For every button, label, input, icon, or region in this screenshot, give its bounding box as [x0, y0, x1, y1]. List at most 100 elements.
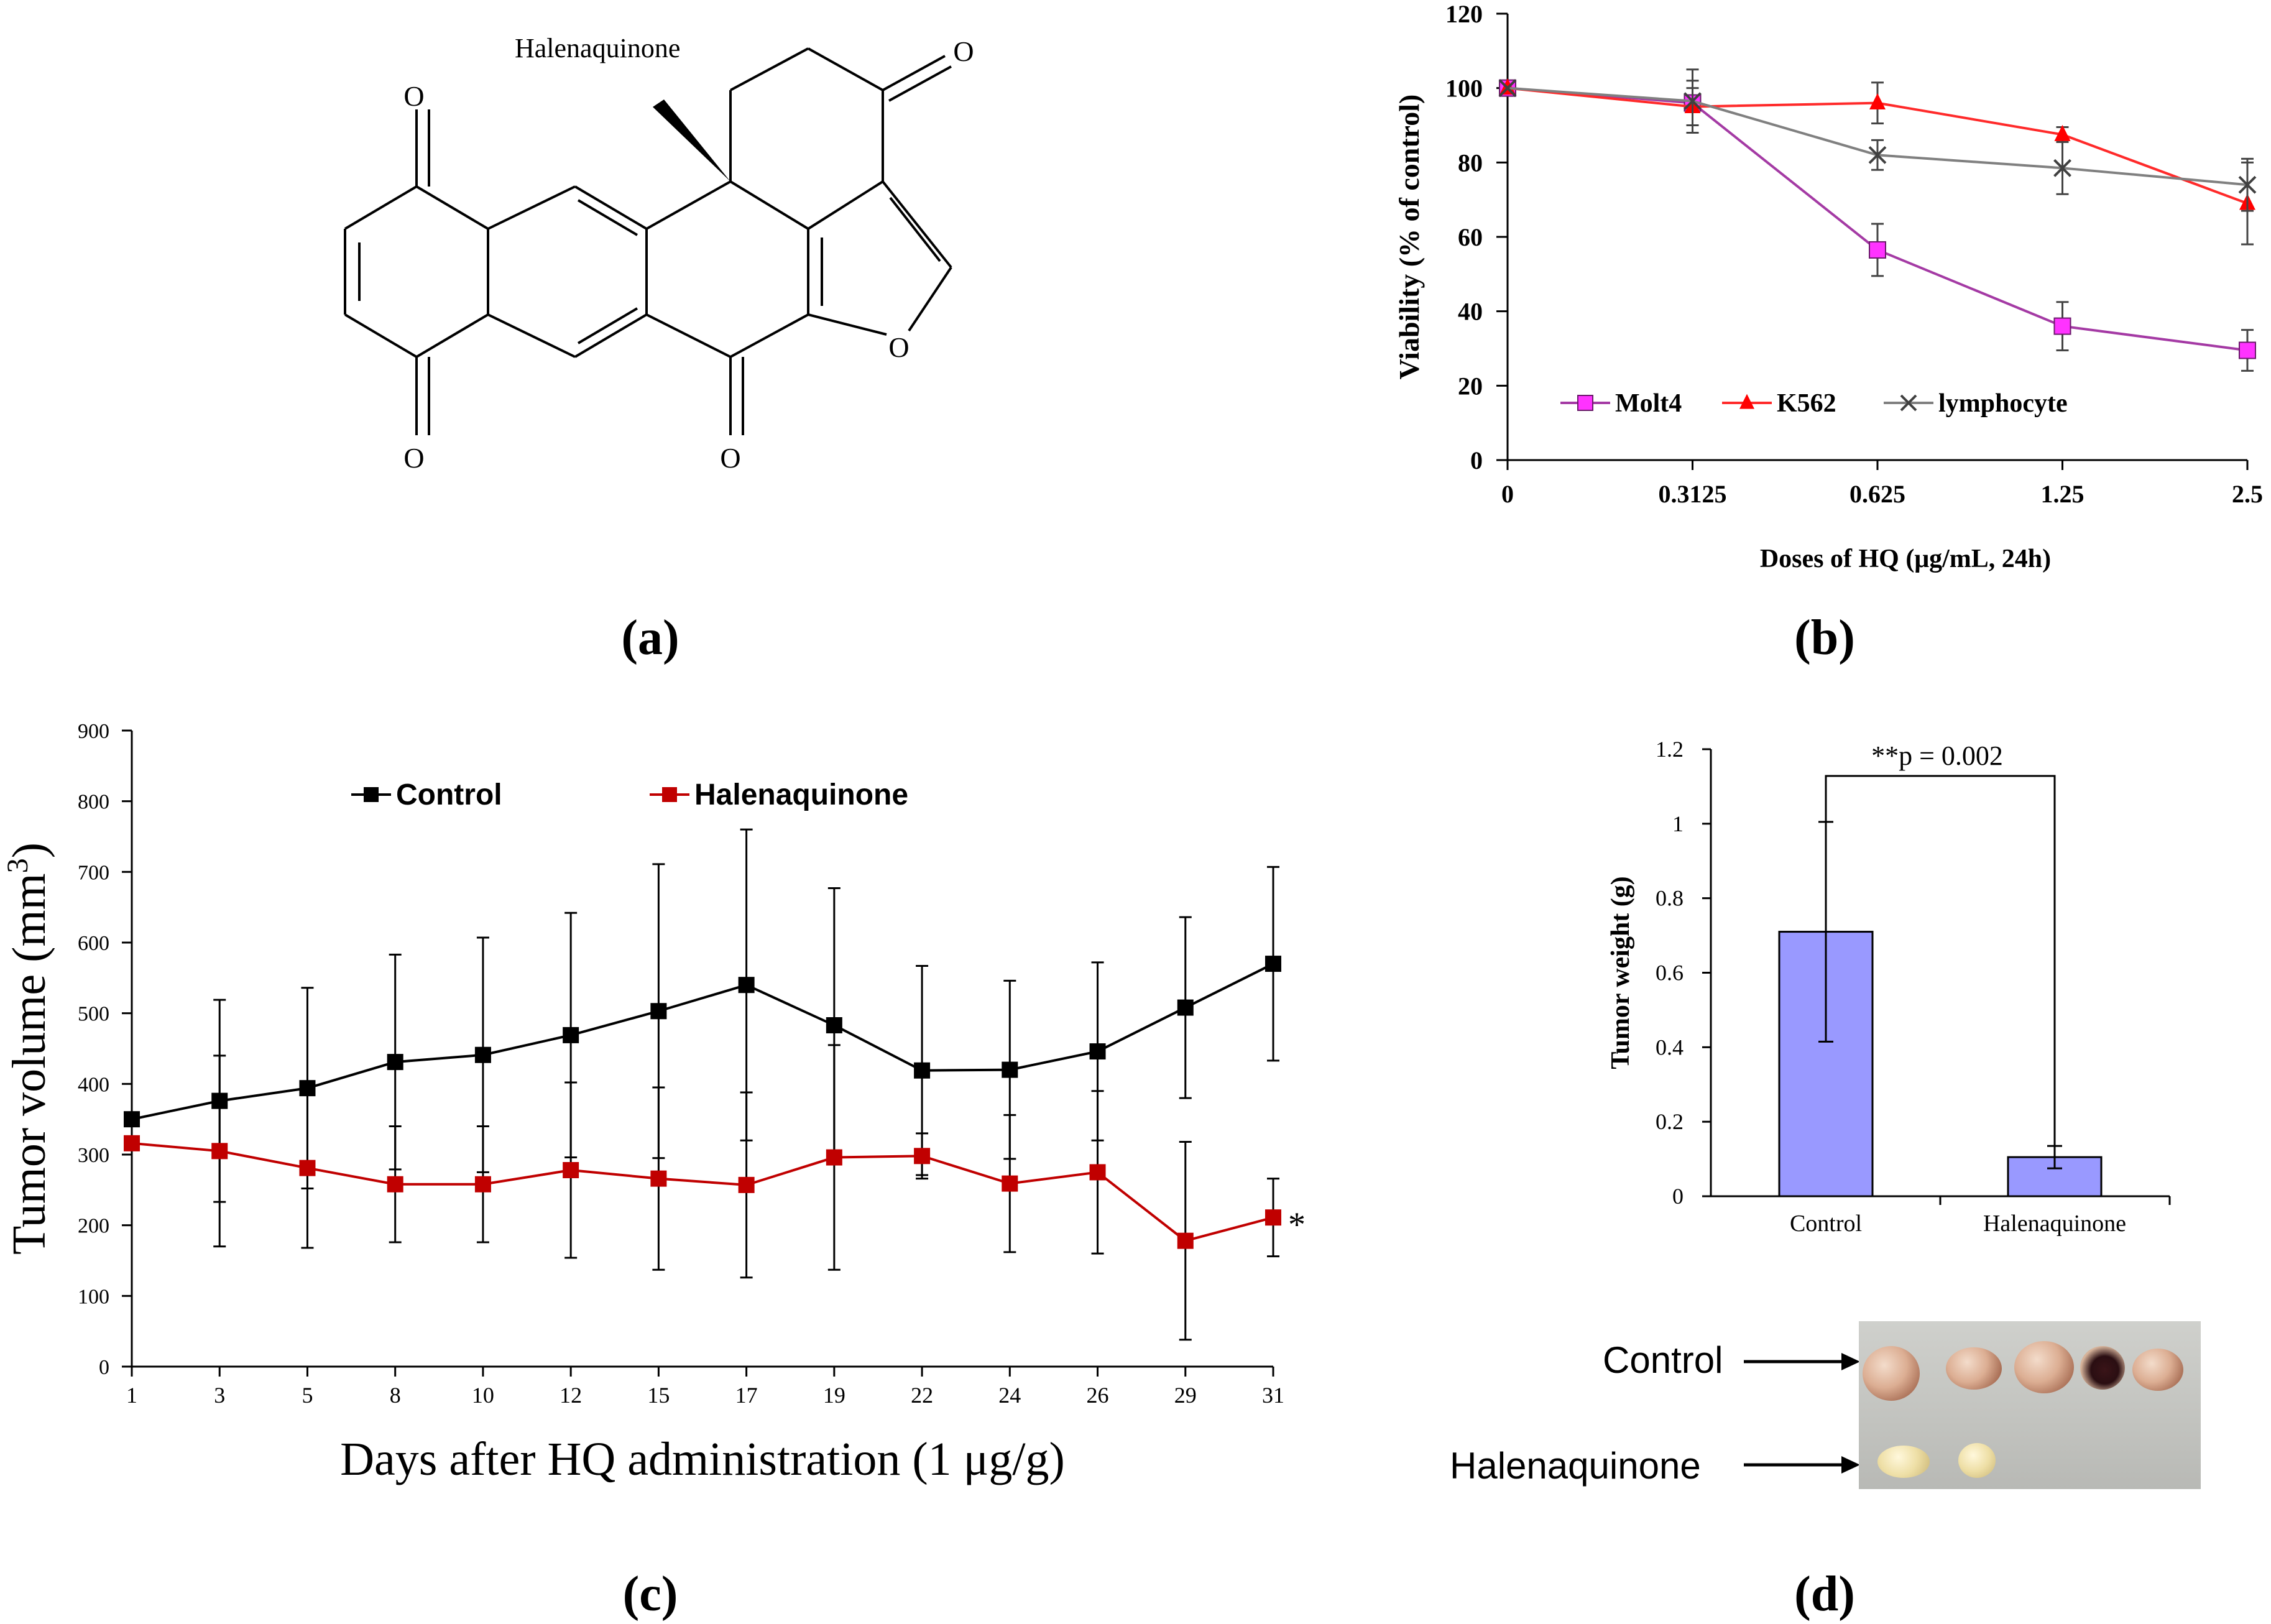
d-y-tick-label: 0.4 — [1656, 1035, 1684, 1059]
b-y-tick-label: 60 — [1458, 223, 1483, 251]
c-point-Halenaquinone — [1002, 1175, 1018, 1192]
atom-o-bottom-left: O — [403, 442, 424, 474]
c-legend-marker — [662, 787, 677, 802]
d-y-tick-label: 0 — [1672, 1184, 1684, 1209]
d-p-value: **p = 0.002 — [1871, 740, 2003, 771]
c-x-tick-label: 15 — [647, 1383, 670, 1408]
c-x-tick-label: 8 — [390, 1383, 401, 1408]
c-y-tick-label: 400 — [78, 1073, 109, 1096]
b-legend-marker — [1900, 394, 1917, 412]
c-x-tick-label: 22 — [911, 1383, 933, 1408]
c-point-Halenaquinone — [563, 1162, 579, 1179]
b-point-Molt4 — [2239, 341, 2256, 359]
b-point-Molt4 — [1869, 241, 1886, 259]
c-x-tick-label: 19 — [823, 1383, 845, 1408]
c-legend-label: Control — [396, 778, 502, 811]
d-significance-bracket — [1825, 775, 2056, 1146]
panel-label-d: (d) — [1794, 1567, 1855, 1622]
c-legend-marker — [364, 787, 379, 802]
b-series-line-Molt4 — [1507, 86, 2248, 352]
b-legend-label: lymphocyte — [1938, 389, 2068, 418]
c-x-tick-label: 5 — [302, 1383, 313, 1408]
c-point-Control — [1089, 1043, 1106, 1060]
control-tumor-3 — [2014, 1341, 2074, 1393]
c-x-axis-label: Days after HQ administration (1 μg/g) — [340, 1433, 1065, 1485]
b-x-tick-label: 2.5 — [2232, 480, 2263, 508]
c-point-Control — [387, 1054, 403, 1071]
c-point-Halenaquinone — [738, 1176, 755, 1193]
c-x-tick-label: 29 — [1174, 1383, 1197, 1408]
d-y-axis-label: Tumor weight (g) — [1606, 876, 1635, 1069]
c-x-tick-label: 12 — [560, 1383, 582, 1408]
control-tumor-2 — [1946, 1347, 2002, 1390]
c-point-Halenaquinone — [1177, 1232, 1194, 1249]
c-x-tick-label: 17 — [735, 1383, 758, 1408]
c-point-Halenaquinone — [387, 1176, 403, 1193]
control-tumor-5 — [2132, 1349, 2183, 1391]
d-y-tick-label: 1.2 — [1656, 737, 1684, 762]
b-y-tick-label: 20 — [1458, 372, 1483, 400]
c-y-tick-label: 600 — [78, 932, 109, 955]
atom-o-furan: O — [888, 331, 909, 363]
c-significance-marker: * — [1288, 1206, 1306, 1244]
control-tumor-4 — [2080, 1346, 2125, 1390]
c-y-tick-label: 700 — [78, 861, 109, 884]
c-point-Control — [914, 1062, 931, 1079]
atom-o-top-left: O — [403, 80, 424, 112]
panel-a-structure — [344, 47, 952, 435]
b-x-tick-label: 0.3125 — [1659, 480, 1727, 508]
c-point-Halenaquinone — [914, 1148, 931, 1165]
c-point-Control — [738, 977, 755, 994]
d-y-tick-label: 1 — [1672, 811, 1684, 836]
b-point-K562 — [2054, 124, 2071, 141]
tumor-specimen-photo — [1859, 1321, 2201, 1489]
c-y-tick-label: 900 — [78, 720, 109, 743]
b-x-axis-label: Doses of HQ (μg/mL, 24h) — [1760, 545, 2051, 573]
c-series-line-Halenaquinone — [131, 1142, 1274, 1242]
c-point-Control — [1177, 999, 1194, 1016]
panel-label-c: (c) — [623, 1567, 678, 1622]
c-x-tick-label: 3 — [214, 1383, 225, 1408]
b-y-tick-label: 40 — [1458, 298, 1483, 326]
photo-hq-label: Halenaquinone — [1450, 1445, 1701, 1487]
d-y-tick-label: 0.6 — [1656, 961, 1684, 985]
c-point-Control — [1265, 956, 1281, 972]
d-x-tick-label: Halenaquinone — [1983, 1211, 2126, 1237]
b-x-tick-label: 1.25 — [2041, 480, 2084, 508]
photo-arrows — [1744, 1353, 1860, 1474]
c-x-tick-label: 31 — [1262, 1383, 1284, 1408]
c-point-Control — [826, 1017, 842, 1033]
c-x-tick-label: 10 — [472, 1383, 494, 1408]
b-y-axis-label: Viability (% of control) — [1393, 95, 1425, 380]
c-y-tick-label: 0 — [99, 1356, 109, 1379]
c-y-tick-label: 100 — [78, 1285, 109, 1308]
structure-title: Halenaquinone — [515, 33, 680, 63]
c-point-Halenaquinone — [650, 1170, 667, 1187]
hq-tumor-2 — [1958, 1443, 1996, 1478]
c-point-Halenaquinone — [826, 1149, 842, 1166]
c-point-Halenaquinone — [1265, 1209, 1281, 1226]
d-x-tick-label: Control — [1790, 1211, 1862, 1237]
b-y-tick-label: 0 — [1470, 446, 1483, 474]
methyl-wedge — [653, 99, 730, 182]
control-tumor-1 — [1863, 1346, 1920, 1401]
c-point-Control — [124, 1111, 140, 1128]
b-legend-marker — [1577, 395, 1593, 411]
c-point-Halenaquinone — [124, 1135, 140, 1151]
c-x-tick-label: 26 — [1087, 1383, 1109, 1408]
b-x-tick-label: 0 — [1501, 480, 1514, 508]
c-y-tick-label: 300 — [78, 1144, 109, 1167]
b-point-lymphocyte — [2238, 175, 2257, 194]
b-point-K562 — [1869, 93, 1886, 109]
c-point-Control — [563, 1027, 579, 1043]
c-point-Control — [211, 1092, 228, 1109]
atom-o-top-right: O — [953, 35, 974, 67]
c-y-tick-label: 500 — [78, 1003, 109, 1026]
c-series-line-Control — [131, 962, 1274, 1121]
c-point-Halenaquinone — [211, 1143, 228, 1160]
c-point-Control — [650, 1003, 667, 1020]
c-y-tick-label: 800 — [78, 791, 109, 814]
b-legend-marker — [1739, 394, 1754, 409]
chart-c-tumor-volume: 0 100 200 300 400 500 600 700 800 900 1 3 5 8 10 12 15 17… — [1, 720, 1306, 1485]
